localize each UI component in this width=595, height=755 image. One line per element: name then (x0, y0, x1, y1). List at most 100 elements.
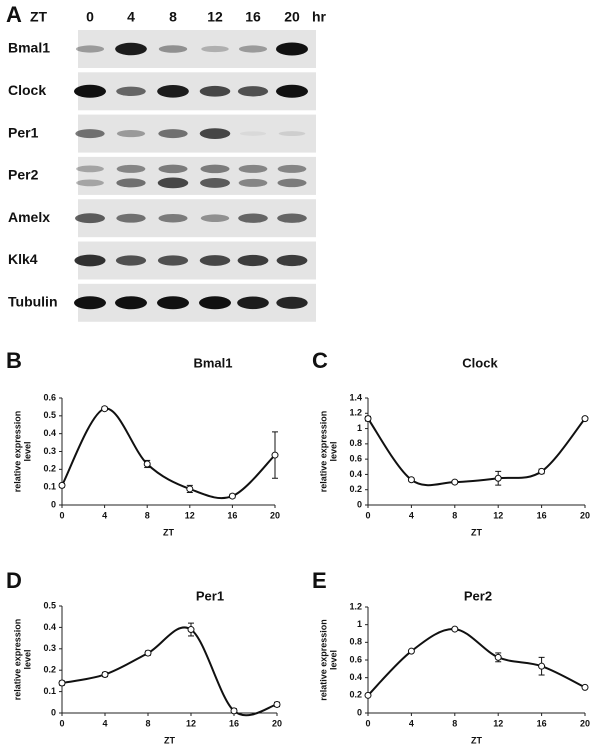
blot-band (238, 213, 268, 223)
blot-band (277, 178, 307, 188)
data-point (230, 707, 238, 715)
time-unit: hr (312, 9, 327, 25)
y-tick-label: 0.2 (43, 665, 56, 675)
blot-strip (78, 156, 316, 195)
blot-band (115, 42, 147, 56)
data-point (271, 451, 279, 459)
x-tick-label: 20 (272, 718, 282, 728)
y-tick-label: 1 (357, 619, 362, 629)
blot-row-label: Amelx (8, 209, 50, 225)
chart-title: Bmal1 (193, 355, 232, 370)
x-tick-label: 16 (227, 510, 237, 520)
y-tick-label: 0.5 (43, 410, 56, 420)
blot-band (157, 255, 189, 266)
data-point (364, 415, 372, 423)
panel-letter: A (6, 2, 22, 27)
y-tick-label: 0.4 (43, 428, 56, 438)
x-tick-label: 4 (409, 718, 414, 728)
blot-band (75, 45, 105, 53)
blot-band (157, 177, 189, 189)
y-tick-label: 0.2 (349, 484, 362, 494)
y-tick-label: 0.1 (43, 482, 56, 492)
blot-band (199, 128, 231, 139)
y-tick-label: 0.2 (43, 464, 56, 474)
y-tick-label: 0.6 (349, 654, 362, 664)
blot-band (237, 86, 269, 97)
blot-band (238, 178, 268, 187)
blot-band (74, 296, 106, 310)
x-tick-label: 4 (409, 510, 414, 520)
blot-band (199, 255, 231, 266)
blot-band (201, 45, 229, 53)
line-chart: C Clock relative expression level ZT 0 0.2 0.4 0… (312, 348, 590, 538)
x-tick-label: 20 (270, 510, 280, 520)
time-label: 8 (169, 9, 177, 25)
data-point (186, 485, 194, 493)
data-point (364, 691, 372, 699)
chart-title: Clock (462, 355, 498, 370)
y-tick-label: 0 (357, 499, 362, 509)
data-line (61, 626, 278, 717)
blot-band (116, 213, 146, 223)
blot-band (237, 254, 269, 267)
data-line (367, 628, 586, 697)
blot-band (200, 177, 230, 188)
blot-band (278, 131, 306, 137)
blot-band (199, 296, 231, 310)
data-point (538, 662, 546, 670)
y-tick-label: 0 (51, 499, 56, 509)
data-point (144, 649, 152, 657)
data-point (451, 625, 459, 633)
y-axis-label: relative expression (318, 411, 328, 493)
x-axis-label: ZT (471, 527, 482, 537)
data-point (228, 492, 236, 500)
x-tick-label: 16 (537, 718, 547, 728)
data-point (407, 647, 415, 655)
x-axis-label: ZT (471, 735, 482, 745)
time-label: 12 (207, 9, 223, 25)
y-axis-label: relative expression (12, 411, 22, 493)
blot-band (199, 85, 231, 97)
line-chart: B Bmal1 relative expression level ZT 0 0.1 0.2 0… (6, 348, 280, 538)
y-tick-label: 0 (51, 707, 56, 717)
time-label: 20 (284, 9, 300, 25)
y-tick-label: 0.4 (43, 622, 56, 632)
blot-row-label: Per2 (8, 167, 39, 183)
y-axis-label: relative expression (12, 619, 22, 701)
blot-band (239, 131, 267, 136)
blot-band (76, 165, 104, 173)
time-prefix: ZT (30, 9, 48, 25)
blot-band (158, 45, 188, 53)
line-chart: D Per1 relative expression level ZT 0 0.1 0.2 0.… (6, 568, 282, 746)
data-point (101, 670, 109, 678)
blot-band (277, 213, 307, 223)
y-tick-label: 0.3 (43, 643, 56, 653)
x-axis-label: ZT (164, 735, 175, 745)
blot-band (75, 213, 105, 224)
data-point (581, 415, 589, 423)
blot-band (116, 130, 146, 138)
data-point (143, 460, 151, 468)
x-tick-label: 0 (59, 718, 64, 728)
y-axis-label: level (328, 650, 338, 670)
blot-band (74, 254, 106, 267)
data-point (101, 405, 109, 413)
x-tick-label: 8 (452, 718, 457, 728)
blot-band (237, 296, 269, 310)
x-tick-label: 4 (102, 510, 107, 520)
data-point (494, 653, 502, 661)
x-tick-label: 20 (580, 718, 590, 728)
x-tick-label: 0 (365, 510, 370, 520)
blot-band (157, 296, 189, 310)
data-point (538, 467, 546, 475)
blot-strip (78, 114, 316, 153)
y-tick-label: 1.2 (349, 601, 362, 611)
blot-band (74, 84, 106, 98)
y-tick-label: 0.8 (349, 637, 362, 647)
blot-band (116, 178, 146, 188)
blot-band (115, 296, 147, 310)
time-label: 0 (86, 9, 94, 25)
x-tick-label: 16 (229, 718, 239, 728)
x-axis-label: ZT (163, 527, 174, 537)
